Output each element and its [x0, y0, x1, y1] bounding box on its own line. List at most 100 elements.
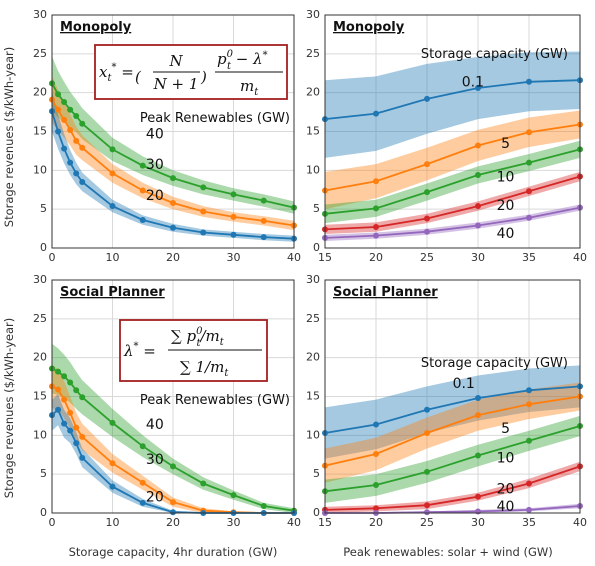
series-label-20: 20 — [497, 198, 515, 214]
x-tick-label: 25 — [420, 516, 434, 529]
monopoly-formula-n: N — [168, 52, 183, 70]
y-tick-label: 20 — [33, 351, 47, 364]
series-label-20: 20 — [146, 489, 164, 505]
y-tick-label: 30 — [306, 8, 320, 21]
x-tick-label: 30 — [471, 251, 485, 264]
y-tick-label: 10 — [33, 428, 47, 441]
panel-annotation: Storage capacity (GW) — [421, 47, 568, 62]
data-point — [109, 483, 116, 490]
data-point — [79, 394, 86, 401]
data-point — [475, 142, 481, 149]
monopoly-formula-lparen: ( — [135, 68, 142, 86]
data-point — [109, 170, 116, 177]
y-tick-label: 20 — [33, 86, 47, 99]
data-point — [424, 215, 430, 222]
series-band-0.1 — [325, 51, 580, 158]
plot-frame — [324, 279, 581, 514]
series-line-10 — [324, 425, 581, 493]
data-point — [230, 191, 237, 198]
series-band-20 — [325, 461, 580, 513]
data-point — [73, 112, 80, 119]
x-tick-label: 35 — [522, 516, 536, 529]
series-label-0.1: 0.1 — [453, 376, 475, 392]
data-point — [230, 492, 237, 499]
y-tick-label: 5 — [313, 202, 320, 215]
series-line-10 — [324, 148, 581, 215]
data-point — [170, 175, 176, 182]
series-label-40: 40 — [497, 499, 515, 515]
data-point — [424, 502, 430, 509]
data-point — [200, 184, 207, 191]
data-point — [475, 412, 481, 419]
data-point — [61, 145, 68, 152]
y-tick-label: 30 — [306, 273, 320, 286]
series-band-40 — [52, 56, 294, 214]
x-tick-label: 25 — [420, 251, 434, 264]
data-point — [260, 217, 267, 224]
data-point — [73, 137, 80, 144]
data-point — [424, 430, 430, 437]
data-point — [373, 505, 379, 512]
data-point — [109, 419, 116, 426]
data-point — [230, 213, 237, 220]
y-tick-label: 25 — [306, 47, 320, 60]
x-tick-label: 35 — [522, 251, 536, 264]
data-point — [475, 85, 481, 92]
plot-frame — [324, 14, 581, 249]
data-point — [139, 443, 146, 450]
x-tick-label: 30 — [471, 516, 485, 529]
y-tick-label: 20 — [306, 86, 320, 99]
x-axis-label-right: Peak renewables: solar + wind (GW) — [343, 545, 552, 559]
monopoly-formula-lhs: xt* = — [99, 62, 134, 84]
data-point — [475, 222, 481, 229]
data-point — [475, 452, 481, 459]
data-point — [260, 234, 267, 241]
data-point — [526, 129, 532, 136]
data-point — [170, 499, 176, 506]
data-point — [139, 162, 146, 169]
data-point — [373, 232, 379, 239]
data-point — [79, 120, 86, 127]
panel-title: Social Planner — [333, 285, 438, 300]
plot-frame — [51, 14, 295, 249]
y-tick-label: 30 — [33, 8, 47, 21]
data-point — [424, 509, 430, 516]
series-label-20: 20 — [497, 482, 515, 498]
y-tick-label: 25 — [33, 312, 47, 325]
data-point — [200, 229, 207, 236]
data-point — [373, 421, 379, 428]
x-axis-label-left: Storage capacity, 4hr duration (GW) — [69, 545, 278, 559]
data-point — [526, 159, 532, 166]
x-tick-label: 30 — [227, 251, 241, 264]
series-band-40 — [325, 204, 580, 241]
data-point — [139, 217, 146, 224]
data-point — [61, 98, 68, 105]
y-tick-label: 15 — [33, 390, 47, 403]
panel-mono_left: 40 30 20 0 10 20 30 40 0 5 10 15 20 25 30 Monopoly Peak … — [33, 8, 301, 264]
data-point — [67, 126, 74, 133]
panel-title: Social Planner — [60, 285, 165, 300]
x-tick-label: 20 — [166, 251, 180, 264]
y-tick-label: 0 — [40, 241, 47, 254]
y-tick-label: 0 — [313, 506, 320, 519]
data-point — [55, 386, 62, 393]
data-point — [55, 368, 62, 375]
series-line-20 — [324, 465, 581, 511]
data-point — [109, 203, 116, 210]
y-tick-label: 0 — [313, 241, 320, 254]
data-point — [424, 468, 430, 475]
data-point — [55, 406, 62, 413]
x-tick-label: 10 — [106, 251, 120, 264]
data-point — [55, 106, 62, 113]
y-tick-label: 0 — [40, 506, 47, 519]
data-point — [526, 214, 532, 221]
data-point — [526, 78, 532, 85]
y-tick-label: 25 — [33, 47, 47, 60]
panel-annotation: Peak Renewables (GW) — [140, 393, 290, 408]
monopoly-formula-numerator: p0 t − λ* — [217, 49, 268, 72]
x-tick-label: 0 — [49, 251, 56, 264]
series-line-5 — [324, 395, 581, 467]
data-point — [373, 205, 379, 212]
y-tick-label: 10 — [33, 163, 47, 176]
